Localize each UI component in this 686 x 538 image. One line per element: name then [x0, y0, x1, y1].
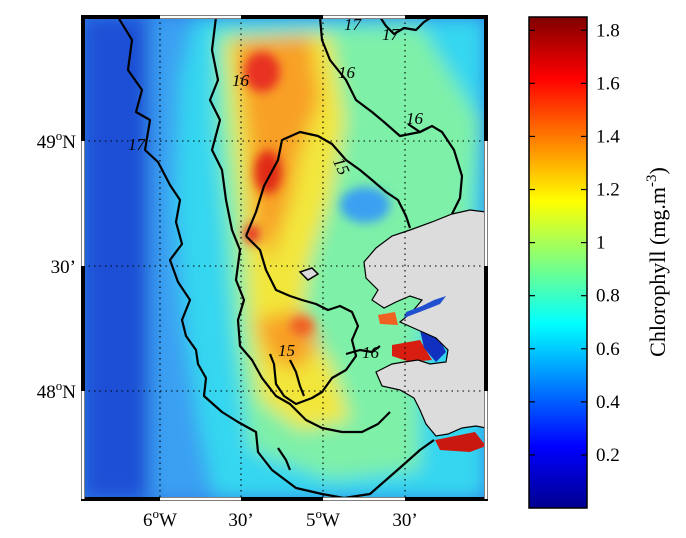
contour-16-east [345, 345, 381, 356]
colorbar-tick-label: 1 [596, 233, 606, 254]
colorbar-tick-label: 0.2 [596, 445, 620, 466]
contour-17-ne [379, 17, 433, 36]
chlorophyll-field [83, 17, 486, 499]
contour-15-west [245, 235, 360, 406]
contour-16-small [407, 123, 429, 134]
colorbar-tick-label: 0.8 [596, 286, 620, 307]
contour-15-south [289, 359, 306, 397]
contour-17-west [117, 17, 435, 499]
lon-label-6w: 6oW [143, 506, 177, 531]
contour-label: 17 [128, 135, 147, 154]
contour-15-inner [244, 130, 412, 237]
contour-label: 16 [362, 343, 380, 362]
map-frame-border [81, 15, 488, 501]
contour-16-north [318, 17, 464, 215]
land-brittany [363, 209, 486, 437]
lon-label-5-30w: 30’ [228, 510, 253, 531]
colorbar-tick-label: 1.2 [596, 180, 620, 201]
contour-label: 17 [382, 25, 401, 44]
lat-label-49: 49oN [37, 128, 77, 153]
contour-label: 16 [406, 109, 424, 128]
lon-label-4-30w: 30’ [392, 510, 417, 531]
colorbar-tick-label: 1.6 [596, 73, 620, 94]
contour-offshore [277, 447, 292, 471]
lat-label-48-30: 30’ [51, 257, 76, 278]
contour-label: 17 [344, 15, 363, 34]
lon-label-5w: 5oW [306, 506, 340, 531]
map-panel: 17 17 16 16 16 17 15 15 16 [37, 15, 488, 531]
lat-label-48: 48oN [37, 378, 77, 403]
contour-labels: 17 17 16 16 16 17 15 15 16 [128, 15, 424, 362]
land-inlet [404, 296, 446, 318]
contour-label: 16 [232, 71, 250, 90]
longitude-labels: 6oW 30’ 5oW 30’ [143, 506, 418, 531]
colorbar-gradient [528, 16, 588, 509]
colorbar-tick-label: 0.6 [596, 339, 620, 360]
colorbar-tick-label: 0.4 [596, 392, 620, 413]
graticule [83, 17, 486, 499]
colorbar-ticks: 1.8 1.6 1.4 1.2 1 0.8 0.6 0.4 0.2 [529, 20, 620, 466]
land-islet [298, 267, 320, 281]
colorbar: 1.8 1.6 1.4 1.2 1 0.8 0.6 0.4 0.2 Chlorophyll (m… [528, 16, 670, 509]
contour-label: 15 [278, 341, 295, 360]
colorbar-title: Chlorophyll (mg.m-3) [644, 167, 670, 357]
colorbar-tick-label: 1.4 [596, 126, 620, 147]
latitude-labels: 49oN 30’ 48oN [37, 128, 77, 403]
contour-label: 16 [338, 63, 356, 82]
contour-label: 15 [329, 154, 353, 177]
colorbar-tick-label: 1.8 [596, 20, 620, 41]
